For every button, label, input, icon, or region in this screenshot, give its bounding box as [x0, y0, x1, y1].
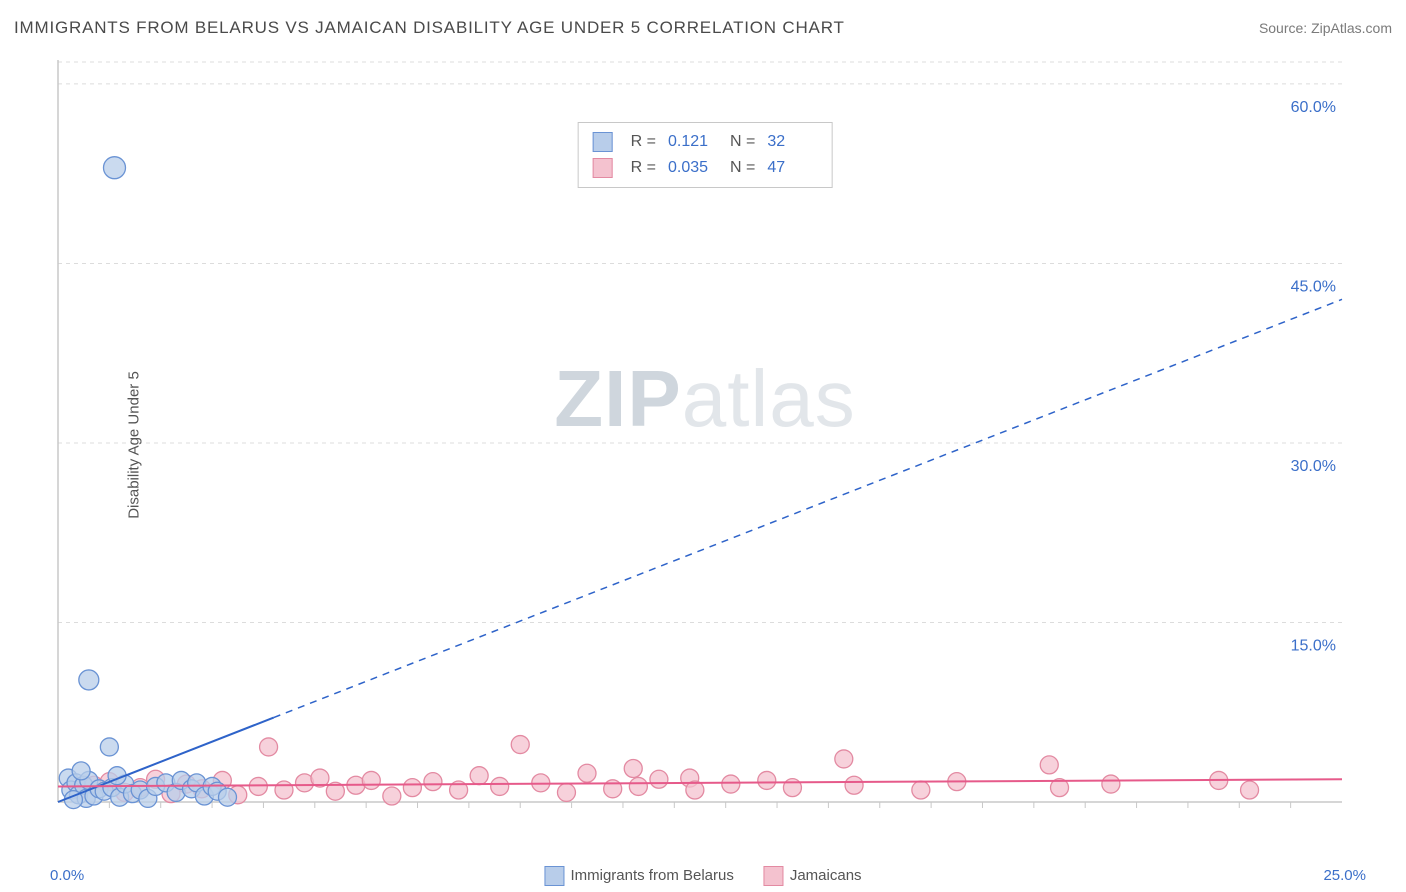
header: IMMIGRANTS FROM BELARUS VS JAMAICAN DISA…	[14, 18, 1392, 38]
r-value-jamaicans: 0.035	[668, 155, 718, 181]
swatch-belarus-icon	[544, 866, 564, 886]
chart-title: IMMIGRANTS FROM BELARUS VS JAMAICAN DISA…	[14, 18, 845, 38]
n-value-jamaicans: 47	[767, 155, 817, 181]
correlation-legend: R = 0.121 N = 32 R = 0.035 N = 47	[578, 122, 833, 188]
series-legend: Immigrants from Belarus Jamaicans	[544, 866, 861, 886]
source-label: Source: ZipAtlas.com	[1259, 20, 1392, 36]
legend-row-belarus: R = 0.121 N = 32	[593, 129, 818, 155]
svg-text:45.0%: 45.0%	[1291, 278, 1336, 295]
r-value-belarus: 0.121	[668, 129, 718, 155]
swatch-jamaicans-icon	[764, 866, 784, 886]
chart-area: Disability Age Under 5 15.0% 30.0% 45.0% 60…	[50, 60, 1360, 830]
legend-item-belarus: Immigrants from Belarus	[544, 866, 733, 886]
legend-item-jamaicans: Jamaicans	[764, 866, 862, 886]
svg-text:15.0%: 15.0%	[1291, 637, 1336, 654]
x-axis-max-label: 25.0%	[1323, 867, 1366, 884]
legend-row-jamaicans: R = 0.035 N = 47	[593, 155, 818, 181]
swatch-jamaicans	[593, 158, 613, 178]
x-axis-min-label: 0.0%	[50, 867, 84, 884]
svg-text:60.0%: 60.0%	[1291, 99, 1336, 116]
svg-text:30.0%: 30.0%	[1291, 458, 1336, 475]
n-value-belarus: 32	[767, 129, 817, 155]
y-axis-label: Disability Age Under 5	[125, 371, 142, 519]
swatch-belarus	[593, 132, 613, 152]
